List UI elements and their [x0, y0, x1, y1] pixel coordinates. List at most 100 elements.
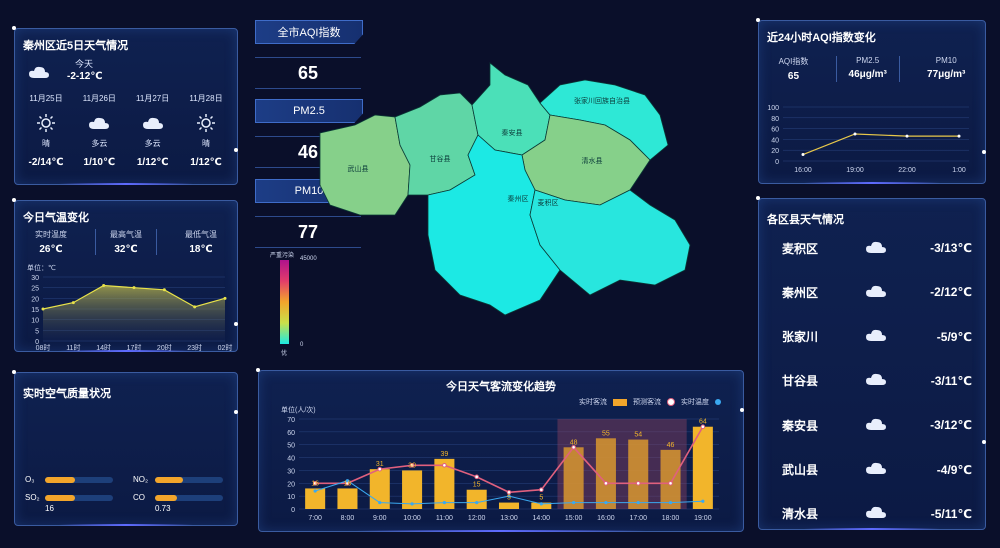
flow-trend-point — [312, 480, 318, 486]
flow-ytick: 70 — [287, 417, 295, 424]
temp-point — [41, 307, 45, 311]
aqi24-stats: AQI指数 65 PM2.5 46μg/m³ PM10 77μg/m³ — [765, 56, 979, 82]
aqi24-line-chart: 0 20 40 60 80 100 16:00 19:00 22:00 1:00 — [767, 105, 969, 174]
pm10-value: 77 — [255, 216, 361, 248]
flow-data-label: 30 — [408, 462, 416, 469]
temp-xtick: 17时 — [127, 343, 142, 351]
district-temp: -3/12℃ — [930, 418, 972, 433]
aqi-point — [853, 132, 857, 136]
corner-dot — [12, 198, 16, 202]
temp-xtick: 14时 — [96, 343, 111, 351]
flow-trend-point — [506, 489, 512, 495]
map-legend-low: 优 — [281, 351, 288, 357]
forecast-day: 11月25日 晴 -2/14℃ — [21, 93, 71, 168]
flow-data-label: 16 — [344, 480, 352, 487]
corner-dot — [256, 368, 260, 372]
flow-legend: 实时客流 预测客流 实时温度 — [579, 397, 721, 407]
so2-label: SO₂ — [25, 493, 40, 502]
flow-xtick: 9:00 — [373, 515, 387, 522]
forecast-day: 11月26日 多云 1/10℃ — [74, 93, 124, 168]
flow-trend-point — [571, 444, 576, 450]
district-name: 秦安县 — [782, 418, 819, 433]
corner-dot — [740, 408, 744, 412]
map-label-qinan: 秦安县 — [502, 128, 523, 137]
district-temp: -5/11℃ — [930, 506, 972, 521]
air-quality-title: 实时空气质量状况 — [23, 388, 111, 400]
flow-data-label: 16 — [311, 480, 319, 487]
flow-temp-point — [604, 500, 608, 505]
forecast-temp: 1/12℃ — [190, 157, 222, 168]
aqi24-stat-pm10: PM10 77μg/m³ — [927, 56, 966, 80]
district-temp: -3/11℃ — [930, 373, 972, 388]
flow-ytick: 60 — [287, 430, 295, 437]
flow-temp-point — [378, 500, 382, 505]
temp-unit: 单位：℃ — [27, 265, 56, 272]
temp-area-chart: 0 5 10 15 20 25 30 08时 11时 14时 17时 20时 23时 02时 — [31, 275, 232, 351]
flow-trend-point — [700, 424, 706, 430]
flow-xtick: 8:00 — [341, 515, 355, 522]
cloud-icon — [74, 112, 124, 134]
districts-panel: 各区县天气情况 — [758, 198, 986, 530]
district-row[interactable]: 清水县 -5/11℃ — [782, 504, 972, 524]
flow-trend-point — [635, 480, 641, 486]
flow-temp-point — [539, 502, 543, 506]
flow-temp-point — [572, 500, 576, 505]
district-row[interactable]: 秦安县 -3/12℃ — [782, 415, 972, 435]
flow-xtick: 11:00 — [436, 515, 453, 522]
flow-temp-point — [507, 494, 511, 498]
temp-today-title: 今日气温变化 — [23, 212, 89, 224]
district-row[interactable]: 武山县 -4/9℃ — [782, 460, 972, 480]
corner-dot — [756, 196, 760, 200]
aqi-ytick: 100 — [767, 105, 779, 112]
flow-bar-realtime — [498, 502, 520, 509]
aqi-title-box: 全市AQI指数 — [255, 20, 363, 44]
map-region-wushan[interactable] — [319, 114, 411, 216]
flow-xtick: 7:00 — [308, 515, 322, 522]
map-label-maiji: 麦积区 — [538, 198, 559, 207]
temp-point — [102, 284, 106, 288]
flow-bar-realtime — [337, 488, 358, 509]
flow-ytick: 50 — [287, 443, 295, 450]
district-row[interactable]: 张家川 -5/9℃ — [782, 327, 972, 347]
corner-dot — [234, 148, 238, 152]
flow-trend-point — [409, 462, 415, 468]
flow-ytick: 40 — [287, 456, 295, 463]
forecast-cond: 多云 — [144, 139, 161, 148]
map-legend-title: 严重污染 — [270, 253, 295, 259]
flow-bar-realtime — [466, 489, 487, 509]
map-label-wushan: 武山县 — [348, 164, 369, 173]
temp-ytick: 15 — [31, 307, 39, 314]
cloud-icon — [866, 417, 916, 434]
flow-panel: 今日天气客流变化趋势 单位(人/次) 实时客流 预测客流 实时温度 0 10 20 3… — [258, 370, 744, 532]
region-map: 武山县 甘谷县 秦安县 张家川回族自治县 清水县 秦州区 麦积区 — [319, 62, 691, 316]
cloud-icon — [866, 372, 916, 389]
aqi-value: 65 — [255, 57, 361, 89]
district-name: 武山县 — [782, 463, 819, 477]
district-row[interactable]: 甘谷县 -3/11℃ — [782, 371, 972, 391]
legend-temp: 实时温度 — [681, 399, 709, 406]
aqi24-stat-aqi: AQI指数 65 — [778, 57, 809, 82]
aqi-xtick: 16:00 — [794, 167, 812, 174]
temp-today-panel: 今日气温变化 实时温度 26℃ 最高气温 32℃ 最低气温 18℃ 单位：℃ 0 5 10… — [14, 200, 238, 352]
forecast-temp: -2/14℃ — [28, 157, 64, 168]
aqi-xtick: 1:00 — [952, 167, 966, 174]
district-row[interactable]: 秦州区 -2/12℃ — [782, 282, 972, 302]
flow-xtick: 16:00 — [597, 515, 615, 522]
flow-bar-realtime — [531, 502, 552, 509]
flow-trend-point — [442, 462, 447, 468]
corner-dot — [12, 370, 16, 374]
aqi-xtick: 22:00 — [898, 167, 916, 174]
map-region-maiji[interactable] — [529, 189, 691, 296]
temp-stat-max: 最高气温 32℃ — [95, 229, 157, 255]
flow-data-label: 54 — [634, 432, 642, 439]
flow-bar-forecast — [595, 438, 616, 509]
temp-xtick: 23时 — [187, 343, 202, 351]
map-label-gangu: 甘谷县 — [430, 154, 451, 163]
flow-title: 今日天气客流变化趋势 — [446, 381, 556, 393]
district-row[interactable]: 麦积区 -3/13℃ — [782, 238, 972, 258]
flow-temp-point — [313, 489, 317, 493]
temp-point — [71, 301, 75, 305]
aqi-point — [801, 153, 805, 157]
district-temp: -2/12℃ — [930, 285, 972, 300]
map-label-zhangjiachuan: 张家川回族自治县 — [574, 96, 630, 105]
